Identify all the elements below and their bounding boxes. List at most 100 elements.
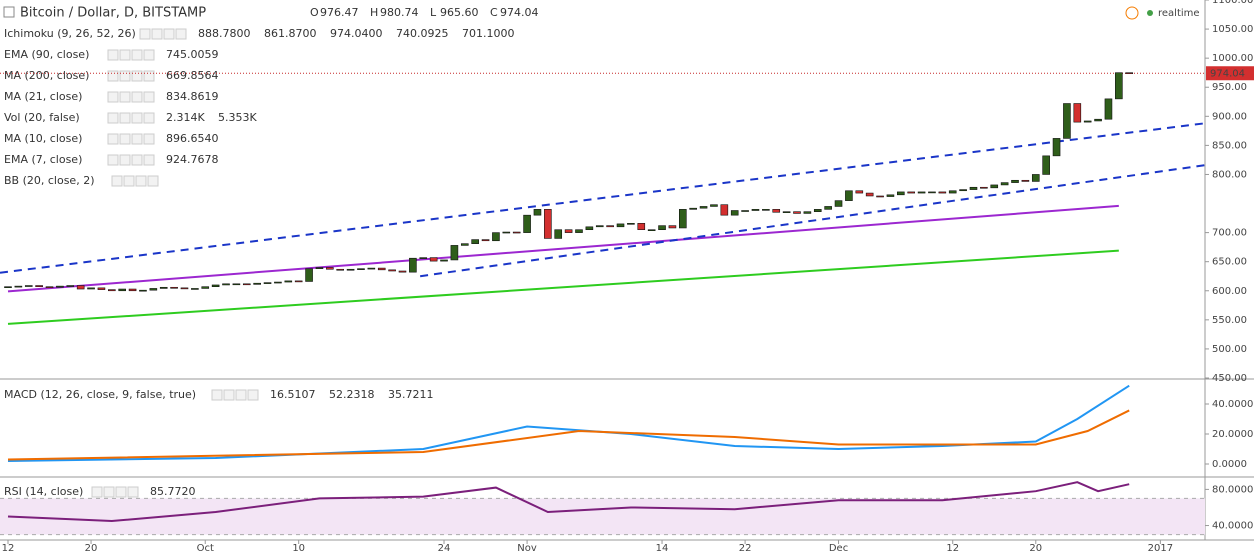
legend-button	[139, 28, 151, 40]
x-tick-label: 20	[1029, 543, 1042, 554]
candle-body	[367, 267, 376, 270]
candle-body	[980, 186, 988, 189]
candle-body	[492, 232, 500, 242]
candle-body	[440, 259, 448, 262]
y-tick-label: 1050.00	[1212, 24, 1253, 35]
legend-button	[143, 70, 155, 82]
ohlc-key: C	[490, 6, 498, 19]
candle-body	[1000, 182, 1009, 186]
candle-body	[159, 286, 168, 289]
candle-body	[554, 229, 563, 239]
y-tick-label: 700.00	[1212, 228, 1247, 239]
y-tick-label: 800.00	[1212, 169, 1247, 180]
legend-value: 896.6540	[166, 132, 219, 145]
y-tick-label: 0.0000	[1212, 459, 1247, 470]
legend-value: 861.8700	[264, 27, 317, 40]
candle-body	[689, 207, 697, 210]
candle-body	[938, 191, 947, 194]
candle-body	[388, 269, 396, 272]
legend-button	[175, 28, 187, 40]
x-tick-label: 12	[946, 543, 959, 554]
legend-label: MA (21, close)	[4, 90, 82, 103]
last-price: 974.04	[1210, 68, 1245, 79]
legend-button	[163, 28, 175, 40]
candle-body	[1094, 118, 1102, 122]
candle-body	[460, 243, 469, 246]
candle-body	[263, 282, 272, 284]
legend-button	[223, 389, 235, 401]
alert-icon[interactable]	[1125, 6, 1139, 20]
candle-body	[907, 191, 915, 194]
y-tick-label: 600.00	[1212, 286, 1247, 297]
legend-label: Vol (20, false)	[4, 111, 80, 124]
ohlc-value: 980.74	[380, 6, 419, 19]
candle-body	[564, 229, 573, 233]
candle-body	[118, 288, 126, 292]
legend-value: 740.0925	[396, 27, 449, 40]
candle-body	[585, 226, 594, 231]
candle-body	[990, 184, 999, 189]
candle-body	[66, 285, 75, 287]
legend-button	[91, 486, 103, 498]
y-tick-label: 850.00	[1212, 140, 1247, 151]
x-tick-label: 14	[656, 543, 669, 554]
legend-label: MACD (12, 26, close, 9, false, true)	[4, 388, 196, 401]
legend-button	[119, 91, 131, 103]
candle-body	[1031, 174, 1040, 182]
candle-body	[637, 223, 646, 231]
candle-body	[242, 283, 251, 286]
candle-body	[865, 192, 874, 197]
candle-body	[647, 229, 656, 232]
candle-body	[751, 209, 760, 211]
candle-body	[1073, 103, 1082, 123]
ohlc-key: L	[430, 6, 437, 19]
legend-button	[131, 112, 143, 124]
candle-body	[720, 204, 729, 216]
candle-body	[886, 194, 895, 197]
candle-body	[855, 190, 864, 194]
macd-line	[7, 384, 1130, 462]
candle-body	[928, 191, 936, 194]
collapse-icon[interactable]	[3, 6, 15, 18]
candle-body	[523, 214, 531, 233]
y-tick-label: 500.00	[1212, 344, 1247, 355]
legend-value: 924.7678	[166, 153, 219, 166]
candle-body	[897, 191, 905, 196]
candle-body	[232, 283, 241, 286]
candle-body	[222, 283, 230, 286]
legend-value: 5.353K	[218, 111, 257, 124]
candle-body	[429, 257, 438, 262]
legend-label: EMA (90, close)	[4, 48, 89, 61]
candle-body	[180, 287, 189, 290]
candle-body	[876, 195, 884, 198]
candle-body	[346, 268, 355, 271]
candle-body	[419, 257, 428, 259]
candle-body	[108, 289, 116, 292]
candle-body	[450, 245, 459, 261]
status: realtime	[1158, 8, 1200, 19]
legend-button	[247, 389, 259, 401]
legend-button	[107, 70, 119, 82]
x-tick-label: 10	[292, 543, 305, 554]
candle-body	[481, 239, 490, 242]
legend-label: BB (20, close, 2)	[4, 174, 95, 187]
candle-body	[211, 284, 220, 287]
status-dot	[1147, 10, 1153, 16]
candle-body	[658, 225, 666, 231]
candle-body	[1104, 98, 1113, 120]
legend-label: MA (200, close)	[4, 69, 89, 82]
legend-button	[119, 112, 131, 124]
chart-title: Bitcoin / Dollar, D, BITSTAMP	[20, 6, 206, 21]
legend-button	[131, 70, 143, 82]
legend-value: 701.1000	[462, 27, 515, 40]
candle-body	[274, 281, 282, 284]
legend-label: MA (10, close)	[4, 132, 82, 145]
candle-body	[793, 211, 801, 214]
legend-button	[143, 49, 155, 61]
y-tick-label: 20.0000	[1212, 429, 1253, 440]
legend-value: 85.7720	[150, 485, 196, 498]
x-tick-label: Dec	[829, 543, 848, 554]
legend-label: RSI (14, close)	[4, 485, 83, 498]
candle-body	[24, 285, 33, 287]
